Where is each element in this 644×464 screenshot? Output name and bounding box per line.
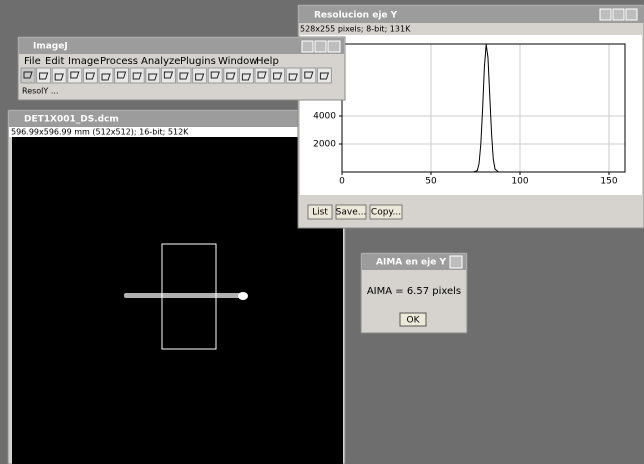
tool-button[interactable] <box>21 68 35 83</box>
minimize-button[interactable] <box>600 9 611 20</box>
maximize-button[interactable] <box>613 9 624 20</box>
tool-button[interactable] <box>224 68 238 83</box>
desktop: DET1X001_DS.dcm 596.99x596.99 mm (512x51… <box>0 0 644 464</box>
x-tick-label: 150 <box>600 177 617 187</box>
menu-item[interactable]: Plugins <box>180 56 216 67</box>
image-window: DET1X001_DS.dcm 596.99x596.99 mm (512x51… <box>8 110 345 464</box>
dialog: AIMA en eje Y AIMA = 6.57 pixels OK <box>361 253 467 333</box>
tool-button[interactable] <box>68 68 82 83</box>
close-button[interactable] <box>328 41 340 52</box>
x-tick-label: 0 <box>339 177 345 187</box>
tool-button[interactable] <box>255 68 269 83</box>
menu-item[interactable]: File <box>24 56 41 67</box>
tool-button[interactable] <box>271 68 285 83</box>
tool-button[interactable] <box>208 68 222 83</box>
maximize-button[interactable] <box>315 41 326 52</box>
tool-button[interactable] <box>83 68 97 83</box>
tool-button[interactable] <box>177 68 191 83</box>
tool-button[interactable] <box>161 68 175 83</box>
dialog-message: AIMA = 6.57 pixels <box>367 286 461 297</box>
close-button[interactable] <box>626 9 637 20</box>
y-tick-label: 4000 <box>313 111 336 121</box>
close-button[interactable] <box>450 256 462 268</box>
status-text: ResolY ... <box>22 87 58 96</box>
window-title: ImageJ <box>33 42 68 52</box>
plot-info: 528x255 pixels; 8-bit; 131K <box>300 25 411 34</box>
tool-button[interactable] <box>239 68 253 83</box>
button-label: Save... <box>336 208 367 218</box>
image-info: 596.99x596.99 mm (512x512); 16-bit; 512K <box>11 128 189 137</box>
plot-canvas <box>300 35 642 195</box>
tool-button[interactable] <box>99 68 113 83</box>
image <box>12 137 343 464</box>
y-tick-label: 2000 <box>313 139 336 149</box>
button-label: Copy... <box>371 208 401 218</box>
tool-button[interactable] <box>286 68 300 83</box>
menu-item[interactable]: Process <box>100 56 138 67</box>
menu-item[interactable]: Window <box>218 56 257 67</box>
plot-window: Resolucion eje Y 528x255 pixels; 8-bit; … <box>298 5 644 228</box>
button-label: OK <box>407 316 421 326</box>
page: DET1X001_DS.dcm 596.99x596.99 mm (512x51… <box>0 0 644 464</box>
bright-line <box>124 293 240 298</box>
tool-button[interactable] <box>115 68 129 83</box>
dialog-title: AIMA en eje Y <box>376 258 446 268</box>
x-tick-label: 100 <box>511 177 528 187</box>
tool-button[interactable] <box>130 68 144 83</box>
window-title: Resolucion eje Y <box>314 11 398 21</box>
tool-button[interactable] <box>317 68 331 83</box>
minimize-button[interactable] <box>302 41 313 52</box>
tool-button[interactable] <box>52 68 66 83</box>
tool-button[interactable] <box>193 68 207 83</box>
menu-item[interactable]: Edit <box>45 56 64 67</box>
window-title: DET1X001_DS.dcm <box>24 115 119 125</box>
menu-item[interactable]: Analyze <box>141 56 180 67</box>
menu-item[interactable]: Help <box>256 56 279 67</box>
tool-button[interactable] <box>37 68 51 83</box>
tool-button[interactable] <box>146 68 160 83</box>
menu-item[interactable]: Image <box>68 56 99 67</box>
x-tick-label: 50 <box>425 177 437 187</box>
button-label: List <box>312 208 328 218</box>
title-bar <box>19 38 344 54</box>
tool-button[interactable] <box>302 68 316 83</box>
bright-spot <box>238 292 248 300</box>
